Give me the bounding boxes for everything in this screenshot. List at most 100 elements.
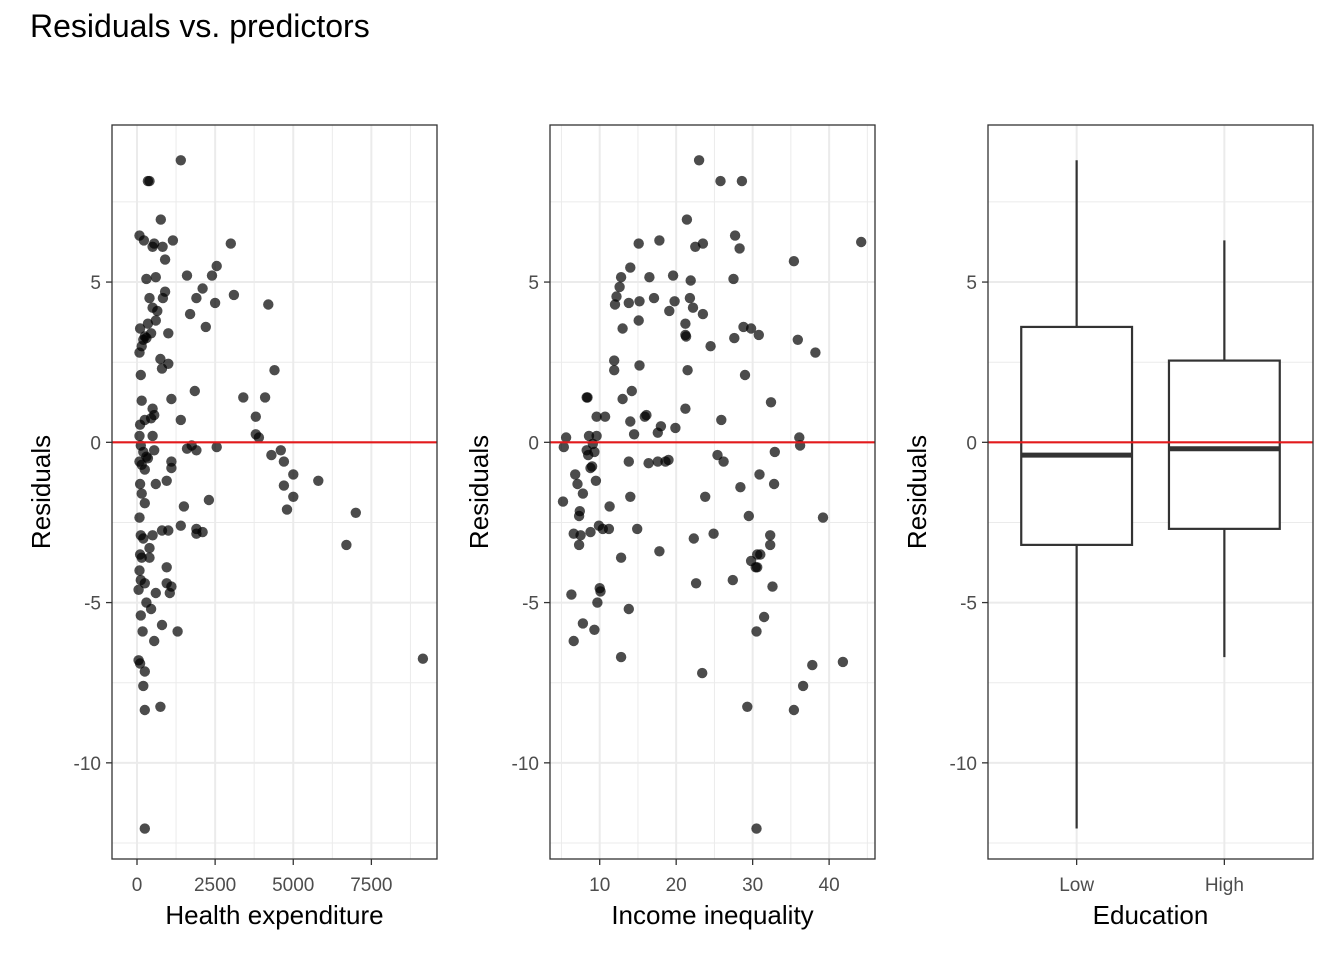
data-point (175, 520, 186, 531)
data-point (191, 445, 202, 456)
data-point (705, 341, 716, 352)
data-point (181, 270, 193, 281)
data-point (582, 392, 593, 403)
data-point (139, 464, 150, 475)
data-point (263, 299, 274, 310)
data-point (566, 589, 577, 600)
data-point (648, 292, 660, 304)
data-point (632, 523, 643, 535)
data-point (163, 525, 174, 536)
data-point (149, 238, 160, 249)
data-point (175, 414, 186, 426)
data-point (145, 603, 157, 615)
data-point (611, 291, 622, 302)
panel-border (987, 124, 1314, 860)
x-axis-title: Income inequality (611, 900, 813, 930)
data-point (557, 496, 569, 507)
x-tick-label: 30 (742, 875, 763, 896)
data-point (149, 409, 160, 421)
data-point (681, 214, 693, 225)
data-point (197, 526, 208, 538)
data-point (734, 243, 745, 254)
data-point (570, 469, 581, 480)
x-axis-title: Health expenditure (165, 900, 383, 930)
data-point (172, 626, 183, 637)
data-point (144, 542, 155, 554)
data-point (144, 552, 155, 563)
data-point (152, 305, 163, 317)
data-point (688, 533, 699, 544)
data-point (684, 292, 696, 304)
data-point (807, 659, 818, 671)
data-point (810, 347, 821, 358)
data-point (163, 358, 174, 369)
data-point (687, 302, 699, 313)
data-point (583, 449, 594, 461)
data-point (178, 501, 190, 512)
data-point (166, 462, 177, 474)
data-point (134, 323, 146, 334)
data-point (142, 318, 154, 329)
data-point (792, 334, 803, 345)
data-point (197, 283, 208, 294)
data-point (754, 469, 765, 480)
data-point (136, 395, 147, 406)
data-point (275, 445, 286, 456)
data-point (139, 498, 150, 509)
data-point (654, 546, 665, 557)
data-point (604, 501, 615, 512)
chart-title: Residuals vs. predictors (30, 8, 370, 44)
data-point (644, 272, 655, 283)
data-point (697, 238, 709, 249)
data-point (697, 308, 709, 320)
data-point (417, 653, 429, 664)
y-axis-title: Residuals (464, 435, 494, 549)
data-point (184, 308, 196, 320)
data-point (139, 823, 150, 834)
data-point (161, 562, 172, 573)
data-point (739, 369, 751, 381)
data-point (753, 329, 764, 341)
data-point (209, 297, 221, 309)
data-point (155, 214, 166, 225)
box-high (1167, 240, 1281, 658)
y-tick-label: -10 (74, 754, 101, 775)
data-point (139, 704, 150, 716)
data-point (341, 539, 352, 551)
data-point (617, 323, 628, 334)
y-tick-label: -5 (84, 594, 101, 615)
data-point (136, 488, 147, 499)
data-point (147, 530, 158, 541)
data-point (139, 578, 150, 589)
data-point (609, 299, 621, 310)
data-point (633, 315, 644, 326)
y-tick-label: -5 (522, 594, 539, 615)
y-axis-title: Residuals (26, 435, 56, 549)
data-point (134, 512, 145, 523)
data-point (742, 701, 753, 712)
data-point (680, 331, 692, 342)
data-point (149, 635, 160, 647)
data-point (652, 427, 663, 438)
data-point (595, 586, 606, 597)
data-point (667, 270, 679, 281)
data-point (735, 482, 746, 493)
data-point (149, 445, 160, 456)
data-point (664, 305, 675, 317)
data-point (743, 510, 754, 522)
data-point (159, 254, 171, 265)
data-point (573, 510, 585, 522)
x-tick-label: 2500 (194, 875, 236, 896)
data-point (729, 332, 740, 344)
data-point (728, 273, 739, 285)
data-point (150, 587, 161, 599)
data-point (200, 321, 211, 333)
panel-background (550, 125, 875, 859)
data-point (603, 523, 615, 535)
data-point (592, 597, 603, 608)
data-point (615, 651, 627, 663)
data-point (141, 273, 152, 285)
y-tick-label: -10 (950, 754, 977, 775)
data-point (313, 475, 324, 486)
